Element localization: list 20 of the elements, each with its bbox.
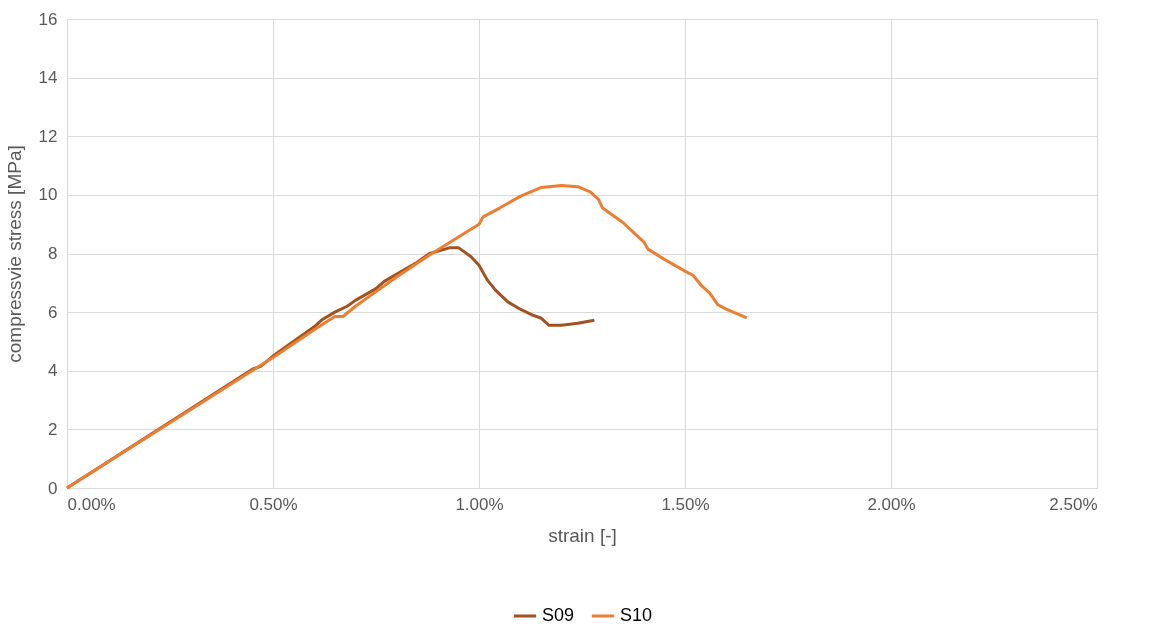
y-tick-label: 4 xyxy=(48,361,58,381)
x-tick-label: 2.00% xyxy=(867,494,916,514)
x-tick-label: 0.50% xyxy=(249,494,298,514)
y-tick-label: 2 xyxy=(48,419,58,439)
y-tick-label: 6 xyxy=(48,302,58,322)
x-tick-label: 2.50% xyxy=(1049,494,1098,514)
y-tick-label: 12 xyxy=(38,126,58,146)
y-tick-label: 16 xyxy=(38,9,58,29)
legend-label: S10 xyxy=(620,605,653,625)
legend-label: S09 xyxy=(542,605,575,625)
y-tick-label: 10 xyxy=(38,185,58,205)
x-axis-title: strain [-] xyxy=(548,524,617,546)
x-tick-label: 1.00% xyxy=(455,494,504,514)
y-tick-label: 14 xyxy=(38,68,58,88)
x-tick-label: 0.00% xyxy=(67,494,116,514)
y-tick-label: 0 xyxy=(48,478,58,498)
y-axis-title: compressvie stress [MPa] xyxy=(3,145,25,363)
line-series xyxy=(65,184,749,490)
y-tick-label: 8 xyxy=(48,244,58,263)
x-tick-label: 1.50% xyxy=(661,494,710,514)
